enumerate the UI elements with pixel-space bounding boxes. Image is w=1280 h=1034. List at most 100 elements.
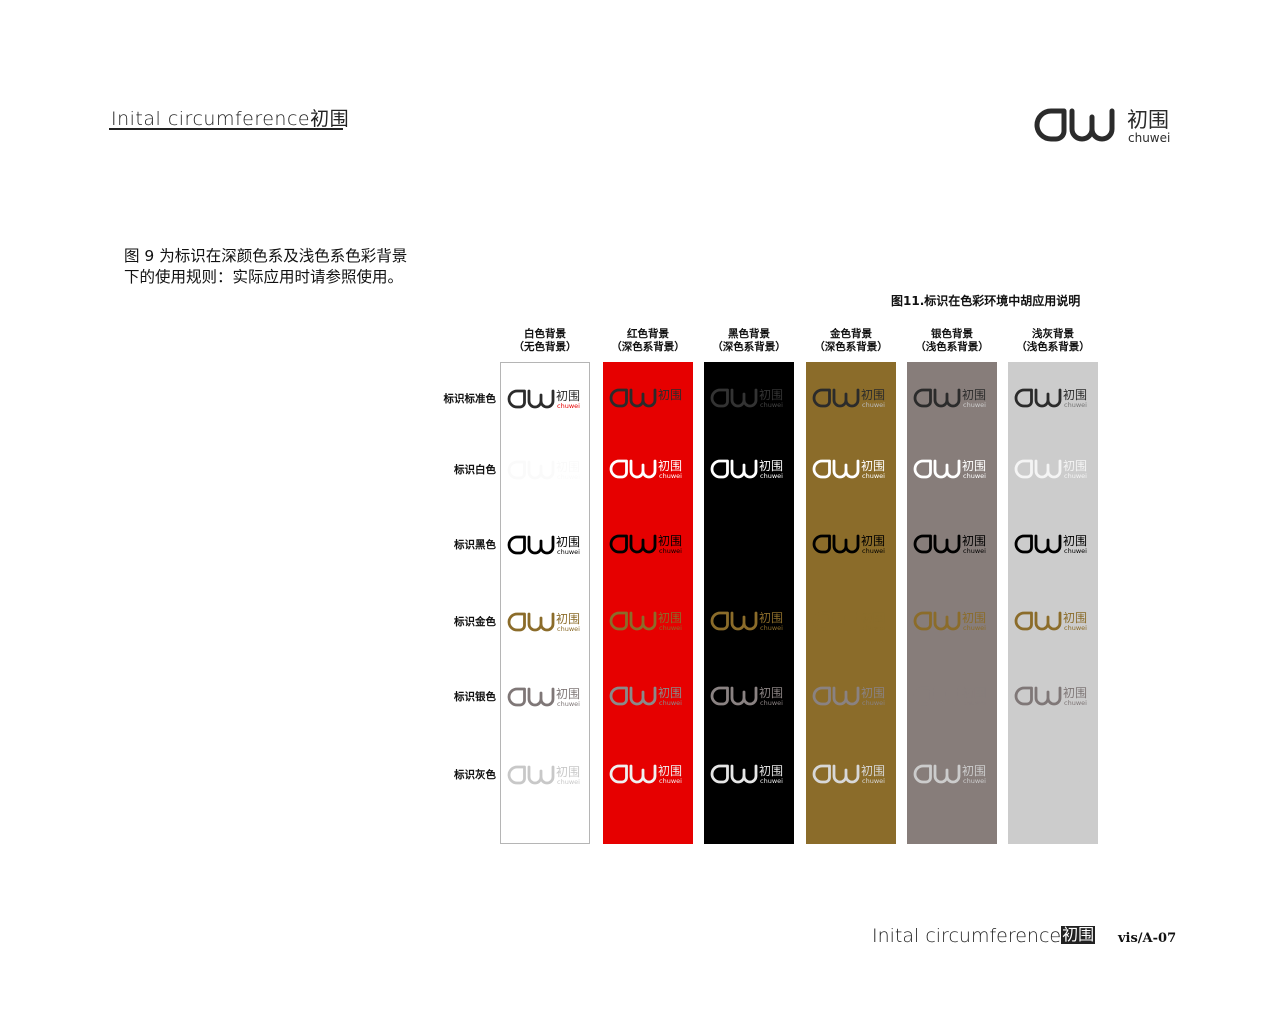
logo-cn: 初围 — [658, 764, 682, 778]
column-header-line2: （浅色系背景） — [915, 341, 989, 353]
logo-cn: 初围 — [556, 460, 580, 474]
brand-mark-icon: 初围 chuwei — [1034, 108, 1170, 145]
logo-cn: 初围 — [1063, 534, 1087, 548]
logo-cn: 初围 — [962, 611, 986, 625]
logo-cn: 初围 — [658, 686, 682, 700]
row-label: 标识银色 — [454, 691, 496, 703]
logo-cn: 初围 — [658, 459, 682, 473]
logo-en: chuwei — [760, 472, 783, 480]
logo-cn: 初围 — [556, 687, 580, 701]
logo-cn: 初围 — [759, 459, 783, 473]
column-header-line1: 白色背景 — [524, 328, 566, 340]
logo-en: chuwei — [963, 624, 986, 632]
logo-en: chuwei — [1064, 547, 1087, 555]
column-header-line2: （深色系背景） — [712, 341, 786, 353]
background-swatch: 初围 chuwei 初围 chuwei 初围 chuwei 初围 chuwei 初围 chuwei… — [500, 362, 590, 844]
header-title: Inital circumference初围 — [111, 104, 349, 131]
logo-en: chuwei — [557, 548, 580, 556]
logo-en: chuwei — [557, 700, 580, 708]
logo-en: chuwei — [760, 699, 783, 707]
logo-en: chuwei — [659, 472, 682, 480]
logo-cn: 初围 — [861, 611, 885, 625]
logo-en: chuwei — [659, 624, 682, 632]
intro-line-2: 下的使用规则：实际应用时请参照使用。 — [124, 268, 404, 286]
header-underline — [109, 128, 343, 130]
logo-cn: 初围 — [861, 534, 885, 548]
logo-en: chuwei — [1064, 472, 1087, 480]
logo-en: chuwei — [1064, 777, 1087, 785]
column-header: 红色背景 （深色系背景） — [593, 328, 703, 354]
logo-cn: 初围 — [962, 459, 986, 473]
background-swatch: 初围 chuwei 初围 chuwei 初围 chuwei 初围 chuwei 初围 chuwei… — [1008, 362, 1098, 844]
logo-en: chuwei — [659, 699, 682, 707]
background-swatch: 初围 chuwei 初围 chuwei 初围 chuwei 初围 chuwei 初围 chuwei… — [806, 362, 896, 844]
footer-title-en: Inital circumference — [872, 925, 1062, 947]
column-header-line2: （无色背景） — [513, 341, 577, 353]
logo-en: chuwei — [862, 624, 885, 632]
column-header-line2: （浅色系背景） — [1016, 341, 1090, 353]
logo-cn: 初围 — [1063, 611, 1087, 625]
header-title-en: Inital circumference — [111, 108, 311, 130]
logo-cn: 初围 — [962, 534, 986, 548]
intro-line-1: 图 9 为标识在深颜色系及浅色系色彩背景 — [124, 247, 408, 265]
logo-cn: 初围 — [759, 611, 783, 625]
brand-cn: 初围 — [1127, 108, 1169, 132]
row-label: 标识金色 — [454, 616, 496, 628]
logo-en: chuwei — [963, 699, 986, 707]
column-header-line2: （深色系背景） — [814, 341, 888, 353]
logo-en: chuwei — [862, 777, 885, 785]
logo-en: chuwei — [659, 401, 682, 409]
logo-en: chuwei — [862, 472, 885, 480]
logo-cn: 初围 — [962, 764, 986, 778]
logo-en: chuwei — [557, 402, 580, 410]
logo-cn: 初围 — [556, 765, 580, 779]
column-header-line1: 银色背景 — [931, 328, 973, 340]
logo-en: chuwei — [659, 777, 682, 785]
logo-cn: 初围 — [759, 686, 783, 700]
logo-cn: 初围 — [759, 534, 783, 548]
row-label: 标识灰色 — [454, 769, 496, 781]
logo-en: chuwei — [1064, 624, 1087, 632]
background-swatch: 初围 chuwei 初围 chuwei 初围 chuwei 初围 chuwei 初围 chuwei… — [704, 362, 794, 844]
logo-en: chuwei — [862, 547, 885, 555]
logo-en: chuwei — [557, 473, 580, 481]
column-header-line2: （深色系背景） — [611, 341, 685, 353]
logo-en: chuwei — [659, 547, 682, 555]
brand-logo: 初围 chuwei — [1032, 103, 1182, 151]
footer-title-cn: 初围 — [1061, 925, 1096, 944]
logo-en: chuwei — [862, 699, 885, 707]
logo-cn: 初围 — [861, 764, 885, 778]
intro-text: 图 9 为标识在深颜色系及浅色系色彩背景 下的使用规则：实际应用时请参照使用。 — [124, 246, 407, 288]
logo-en: chuwei — [862, 401, 885, 409]
column-header: 白色背景 （无色背景） — [490, 328, 600, 354]
column-header-line1: 金色背景 — [830, 328, 872, 340]
logo-cn: 初围 — [1063, 388, 1087, 402]
